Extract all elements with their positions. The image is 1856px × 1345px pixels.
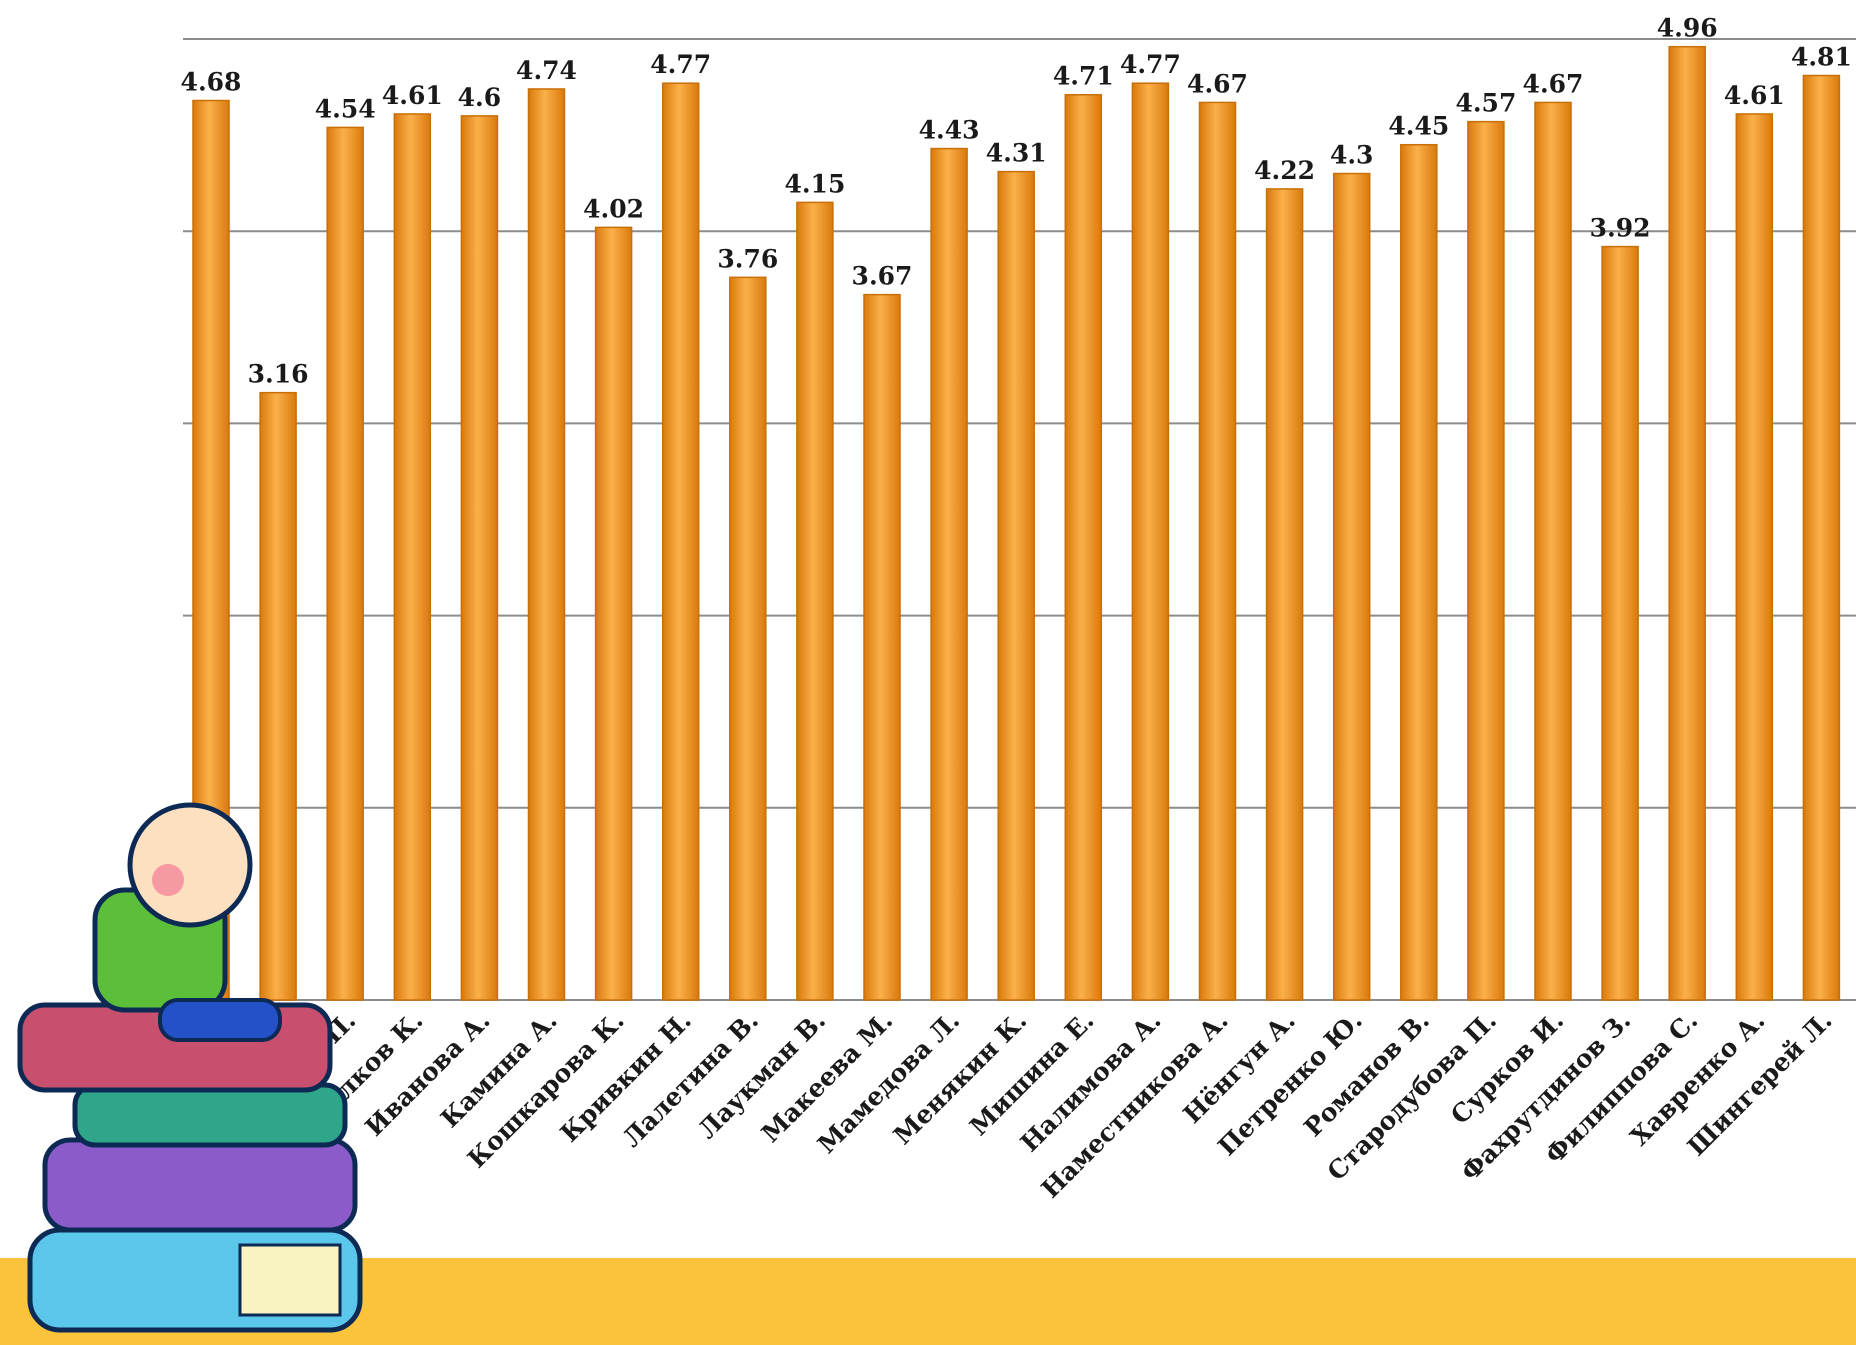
x-tick-label: Камина А. [435, 1006, 563, 1134]
data-label: 4.02 [583, 194, 644, 223]
data-label: 4.77 [1120, 50, 1181, 79]
bar [1668, 45, 1706, 1001]
data-label: 4.22 [1254, 156, 1315, 185]
data-label: 4.45 [1388, 112, 1449, 141]
data-label: 4.61 [1724, 81, 1785, 110]
bar [796, 201, 834, 1001]
bar [1534, 101, 1572, 1001]
data-label: 4.15 [784, 169, 845, 198]
bar [1735, 113, 1774, 1001]
bar [1332, 172, 1371, 1001]
bar [1467, 120, 1505, 1001]
plot: 4.68Анисимова Н.3.16Баранова Е.4.54Белоб… [63, 14, 1856, 1204]
data-label: 4.57 [1455, 89, 1516, 118]
data-label: 4.74 [516, 56, 577, 85]
bar [393, 113, 432, 1001]
data-label: 4.77 [650, 50, 711, 79]
data-label: 4.3 [1330, 141, 1374, 170]
data-label: 4.81 [1791, 43, 1852, 72]
data-label: 4.96 [1657, 14, 1718, 43]
bar [460, 115, 499, 1001]
bar [863, 293, 901, 1001]
bar [1802, 74, 1841, 1001]
bar [729, 276, 767, 1001]
data-label: 4.71 [1053, 62, 1114, 91]
data-label: 3.67 [852, 262, 913, 291]
bar [1601, 245, 1639, 1001]
data-label: 4.61 [382, 81, 443, 110]
illustration [17, 802, 363, 1333]
bar [259, 391, 297, 1001]
data-label: 3.92 [1590, 214, 1651, 243]
bar [1400, 143, 1438, 1001]
data-label: 4.68 [181, 68, 242, 97]
bar [594, 226, 633, 1001]
data-label: 4.31 [986, 139, 1047, 168]
data-label: 4.67 [1187, 69, 1248, 98]
bar [326, 126, 364, 1001]
bar [527, 88, 566, 1001]
bar [1131, 82, 1170, 1001]
data-label: 3.76 [717, 244, 778, 273]
data-label: 4.6 [458, 83, 502, 112]
data-label: 4.43 [919, 116, 980, 145]
bar [997, 170, 1035, 1001]
data-label: 4.54 [315, 94, 376, 123]
bar [1064, 93, 1103, 1001]
bar [661, 82, 700, 1001]
data-label: 3.16 [248, 360, 309, 389]
data-label: 4.67 [1523, 69, 1584, 98]
bar [1198, 101, 1237, 1001]
bar [1265, 188, 1304, 1001]
bar [930, 147, 968, 1001]
